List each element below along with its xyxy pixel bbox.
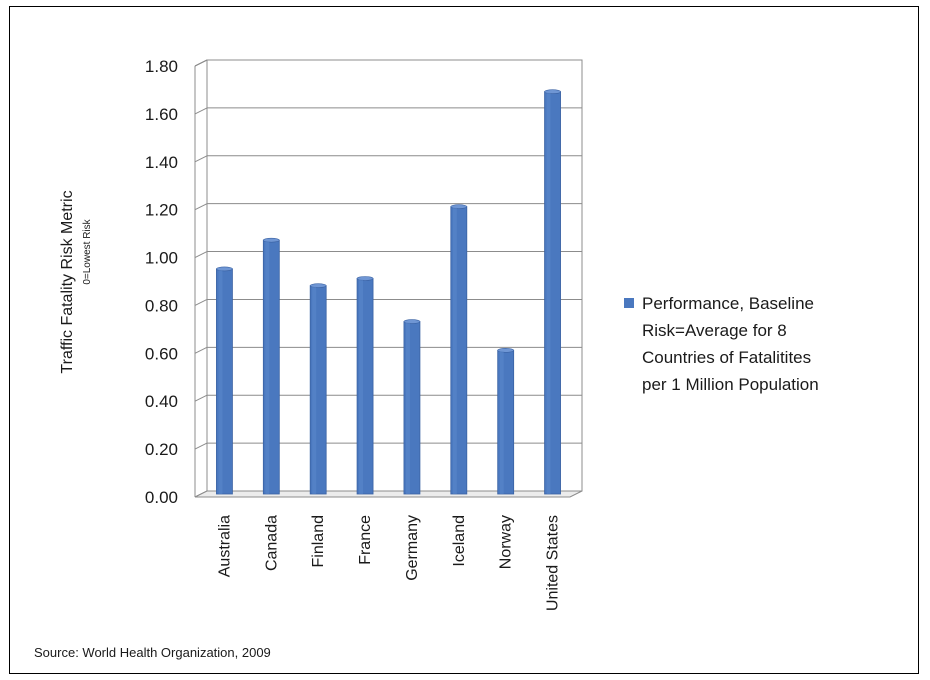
bar-highlight — [499, 351, 504, 494]
legend-label-line: Performance, Baseline — [642, 294, 814, 313]
gridline-side — [194, 251, 208, 259]
y-axis-title: Traffic Fatality Risk Metric 0=Lowest Ri… — [59, 190, 93, 373]
chart-floor — [194, 490, 583, 498]
x-tick-label: Norway — [498, 515, 515, 569]
legend: Performance, Baseline Risk=Average for 8 C… — [624, 294, 819, 394]
chart-frame: 0.00 0.20 0.40 0.60 0.80 1.00 1.20 1.40 1.60 1.80… — [9, 6, 919, 674]
gridline-side — [194, 394, 208, 402]
gridlines — [194, 59, 583, 498]
x-tick-label: France — [357, 515, 374, 565]
y-axis-label: Traffic Fatality Risk Metric — [59, 190, 76, 373]
y-tick-label: 1.80 — [145, 57, 178, 76]
floor-plane — [194, 490, 583, 498]
x-tick-label: Australia — [216, 515, 233, 577]
bar-highlight — [452, 207, 457, 494]
y-tick-label: 0.00 — [145, 488, 178, 507]
gridline-side — [194, 442, 208, 450]
x-tick-label: Germany — [404, 515, 421, 581]
legend-label-line: Risk=Average for 8 — [642, 321, 787, 340]
legend-swatch — [624, 298, 634, 308]
x-tick-label: Iceland — [451, 515, 468, 567]
category-labels: Australia Canada Finland France Germany Icela… — [216, 515, 561, 611]
legend-label-line: Countries of Fatalitites — [642, 348, 811, 367]
bar-highlight — [359, 279, 364, 494]
source-note: Source: World Health Organization, 2009 — [34, 645, 271, 660]
y-axis-sublabel: 0=Lowest Risk — [82, 218, 93, 284]
bar-highlight — [546, 92, 551, 494]
y-tick-label: 0.40 — [145, 392, 178, 411]
x-tick-label: Canada — [263, 515, 280, 571]
gridline-side — [194, 59, 208, 67]
x-tick-label: Finland — [310, 515, 327, 567]
gridline-side — [194, 298, 208, 306]
gridline-side — [194, 203, 208, 211]
legend-label-line: per 1 Million Population — [642, 375, 819, 394]
x-tick-label: United States — [545, 515, 562, 611]
y-tick-label: 1.40 — [145, 153, 178, 172]
bar-chart: 0.00 0.20 0.40 0.60 0.80 1.00 1.20 1.40 1.60 1.80… — [34, 57, 819, 660]
bar-highlight — [218, 269, 223, 494]
y-tick-label: 1.00 — [145, 249, 178, 268]
bar-highlight — [265, 241, 270, 494]
gridline-side — [194, 346, 208, 354]
bar-highlight — [405, 322, 410, 494]
gridline-side — [194, 107, 208, 115]
bar-highlight — [312, 286, 317, 494]
y-tick-label: 0.80 — [145, 296, 178, 315]
y-tick-labels: 0.00 0.20 0.40 0.60 0.80 1.00 1.20 1.40 1.60 1.80 — [145, 57, 178, 507]
y-tick-label: 0.20 — [145, 440, 178, 459]
gridline-side — [194, 155, 208, 163]
y-tick-label: 1.60 — [145, 105, 178, 124]
bars — [216, 89, 561, 495]
y-tick-label: 0.60 — [145, 344, 178, 363]
y-tick-label: 1.20 — [145, 201, 178, 220]
